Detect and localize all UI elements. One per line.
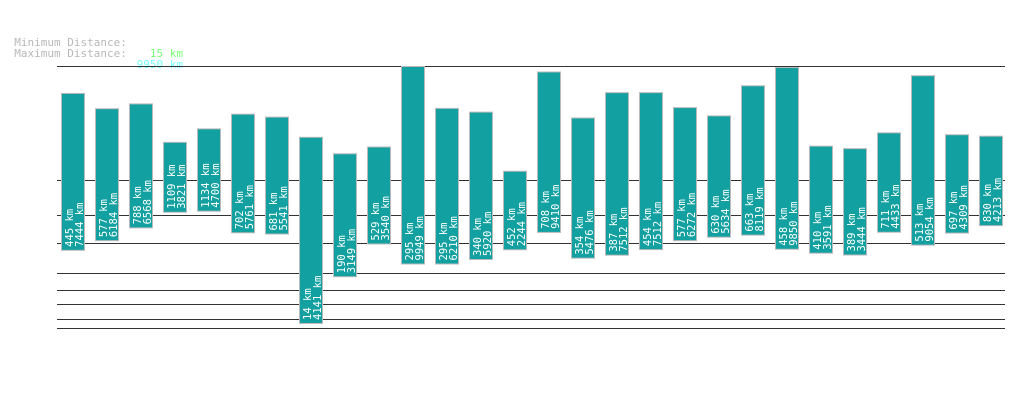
max-label: 7444 km — [74, 203, 86, 247]
min-label: 577 km — [98, 199, 110, 237]
max-label: 5634 km — [720, 189, 732, 233]
max-label: 3821 km — [176, 165, 188, 209]
min-label: 454 km — [642, 208, 654, 246]
max-label: 6210 km — [448, 216, 460, 260]
max-label: 4213 km — [992, 178, 1004, 222]
min-label: 663 km — [744, 194, 756, 232]
range-bar — [299, 136, 323, 324]
min-distance-value: 15 km — [149, 47, 183, 60]
min-label: 389 km — [846, 214, 858, 252]
range-bar — [469, 111, 493, 260]
range-bar — [265, 116, 289, 235]
range-bar — [367, 146, 391, 245]
range-bar — [129, 103, 153, 229]
min-label: 788 km — [132, 186, 144, 224]
max-label: 4433 km — [890, 184, 902, 228]
min-label: 340 km — [472, 218, 484, 256]
max-label: 6184 km — [108, 193, 120, 237]
max-label: 9949 km — [414, 216, 426, 260]
range-bar — [571, 117, 595, 259]
range-bar — [775, 67, 799, 250]
range-bar — [707, 115, 731, 238]
range-bar — [537, 71, 561, 233]
range-bar — [401, 66, 425, 265]
min-label: 630 km — [710, 196, 722, 234]
max-label: 3444 km — [856, 207, 868, 251]
min-label: 295 km — [404, 223, 416, 261]
range-bar — [809, 145, 833, 254]
min-label: 702 km — [234, 191, 246, 229]
max-label: 5476 km — [584, 210, 596, 254]
max-label: 4700 km — [210, 163, 222, 207]
max-label: 6272 km — [686, 193, 698, 237]
max-label: 6568 km — [142, 180, 154, 224]
max-label: 4309 km — [958, 185, 970, 229]
max-label: 3591 km — [822, 205, 834, 249]
min-label: 387 km — [608, 214, 620, 252]
min-label: 697 km — [948, 192, 960, 230]
range-bar — [231, 113, 255, 234]
range-bar — [197, 128, 221, 212]
range-bar — [911, 75, 935, 246]
max-label: 5761 km — [244, 185, 256, 229]
min-distance-label: Minimum Distance: — [14, 36, 127, 49]
max-label: 5920 km — [482, 212, 494, 256]
max-distance-value: 9950 km — [136, 58, 183, 71]
range-bar — [95, 108, 119, 242]
range-bar — [435, 107, 459, 265]
min-label: 295 km — [438, 223, 450, 261]
max-distance-row: Maximum Distance: 9950 km — [1, 37, 183, 70]
max-label: 4141 km — [312, 276, 324, 320]
range-bar — [741, 85, 765, 236]
range-bar — [605, 92, 629, 256]
min-label: 445 km — [64, 209, 76, 247]
range-bar — [639, 92, 663, 251]
min-label: 410 km — [812, 212, 824, 250]
min-label: 681 km — [268, 193, 280, 231]
min-label: 354 km — [574, 217, 586, 255]
min-label: 708 km — [540, 191, 552, 229]
range-bar — [61, 92, 85, 251]
min-label: 577 km — [676, 199, 688, 237]
max-label: 3540 km — [380, 196, 392, 240]
max-label: 5541 km — [278, 186, 290, 230]
max-label: 9054 km — [924, 197, 936, 241]
min-label: 14 km — [302, 288, 314, 320]
min-label: 1109 km — [166, 165, 178, 209]
range-bar — [945, 134, 969, 234]
max-label: 9850 km — [788, 202, 800, 246]
range-bar — [877, 132, 901, 233]
range-bar — [163, 141, 187, 213]
range-bar — [843, 148, 867, 256]
max-distance-label: Maximum Distance: — [14, 47, 127, 60]
range-bar — [979, 135, 1003, 227]
min-label: 830 km — [982, 184, 994, 222]
range-bar — [503, 170, 527, 251]
max-label: 3149 km — [346, 229, 358, 273]
range-bar — [673, 107, 697, 242]
min-label: 452 km — [506, 208, 518, 246]
min-label: 513 km — [914, 204, 926, 242]
min-label: 190 km — [336, 235, 348, 273]
max-label: 7512 km — [652, 202, 664, 246]
max-label: 8119 km — [754, 187, 766, 231]
min-label: 1134 km — [200, 163, 212, 207]
min-label: 711 km — [880, 191, 892, 229]
max-label: 7512 km — [618, 207, 630, 251]
range-bar — [333, 153, 357, 278]
max-label: 9410 km — [550, 185, 562, 229]
max-label: 2244 km — [516, 202, 528, 246]
min-label: 458 km — [778, 208, 790, 246]
min-label: 529 km — [370, 203, 382, 241]
min-distance-row: Minimum Distance: 15 km — [1, 26, 183, 59]
